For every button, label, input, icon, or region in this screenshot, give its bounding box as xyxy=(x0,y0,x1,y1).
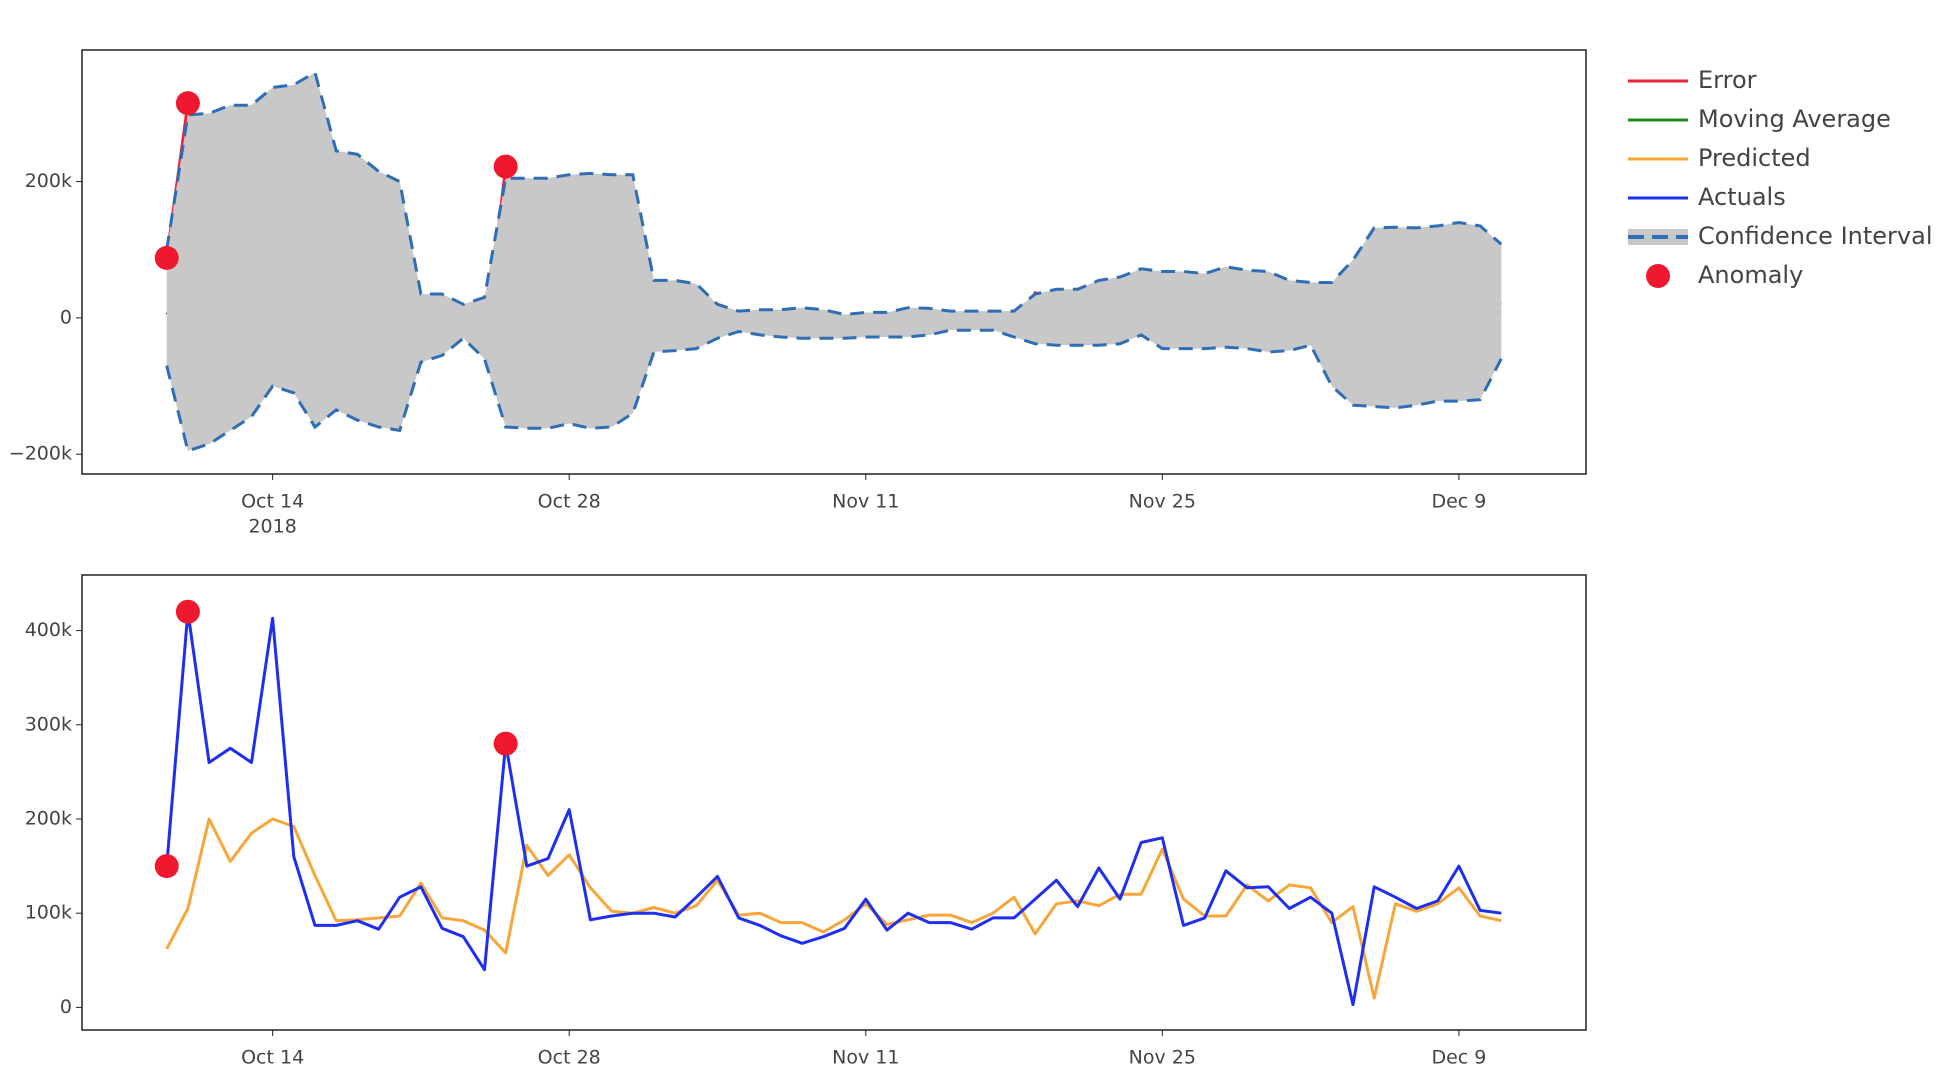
x-tick-label: Nov 11 xyxy=(832,1047,899,1069)
x-tick-label: Oct 28 xyxy=(538,1047,601,1069)
legend-item: Error xyxy=(1628,66,1757,94)
x-tick-label: Nov 25 xyxy=(1129,1047,1196,1069)
legend-item: Actuals xyxy=(1628,183,1786,211)
y-tick-label: 200k xyxy=(25,170,72,192)
upper-bound xyxy=(165,70,1503,317)
legend-swatch xyxy=(1646,264,1670,288)
x-year-label: 2018 xyxy=(248,516,296,538)
line xyxy=(165,817,1502,1000)
anomaly-marker xyxy=(493,154,518,179)
legend-item: Predicted xyxy=(1628,144,1811,172)
anomaly-marker xyxy=(154,245,179,270)
y-tick-label: 400k xyxy=(25,619,72,641)
x-tick-label: Nov 25 xyxy=(1129,491,1196,513)
legend-label: Error xyxy=(1698,66,1757,94)
line xyxy=(165,610,1502,1007)
legend-label: Predicted xyxy=(1698,144,1811,172)
y-tick-label: 0 xyxy=(60,996,72,1018)
x-tick-label: Nov 11 xyxy=(832,491,899,513)
anomaly-marker xyxy=(493,731,518,756)
confidence-band xyxy=(166,72,1502,451)
legend-label: Moving Average xyxy=(1698,105,1891,133)
x-tick-label: Oct 14 xyxy=(241,1047,304,1069)
legend-item: Anomaly xyxy=(1646,261,1803,289)
y-tick-label: −200k xyxy=(9,443,72,465)
legend-label: Actuals xyxy=(1698,183,1786,211)
y-tick-label: 200k xyxy=(25,807,72,829)
legend-label: Confidence Interval xyxy=(1698,222,1932,250)
legend-item: Confidence Interval xyxy=(1628,222,1932,250)
x-tick-label: Oct 28 xyxy=(538,491,601,513)
x-tick-label: Oct 14 xyxy=(241,491,304,513)
anomaly-marker xyxy=(175,91,200,116)
legend-label: Anomaly xyxy=(1698,261,1803,289)
subplot: −200k 0 200k Oct 14 2018 Oct 28 Nov 11 Nov 25 De… xyxy=(9,49,1587,538)
x-tick-label: Dec 9 xyxy=(1431,491,1486,513)
y-tick-label: 300k xyxy=(25,713,72,735)
lower-bound xyxy=(165,328,1503,453)
subplot: 0 100k 200k 300k 400k Oct 14 Oct 28 Nov 11 Nov 2… xyxy=(25,574,1587,1069)
x-tick-label: Dec 9 xyxy=(1431,1047,1486,1069)
legend: Error Moving Average Predicted Actuals Confi… xyxy=(1628,66,1932,289)
anomaly-marker xyxy=(175,599,200,624)
y-tick-label: 100k xyxy=(25,902,72,924)
plot-frame xyxy=(81,574,1587,1031)
legend-item: Moving Average xyxy=(1628,105,1891,133)
anomaly-marker xyxy=(154,854,179,879)
y-tick-label: 0 xyxy=(60,306,72,328)
